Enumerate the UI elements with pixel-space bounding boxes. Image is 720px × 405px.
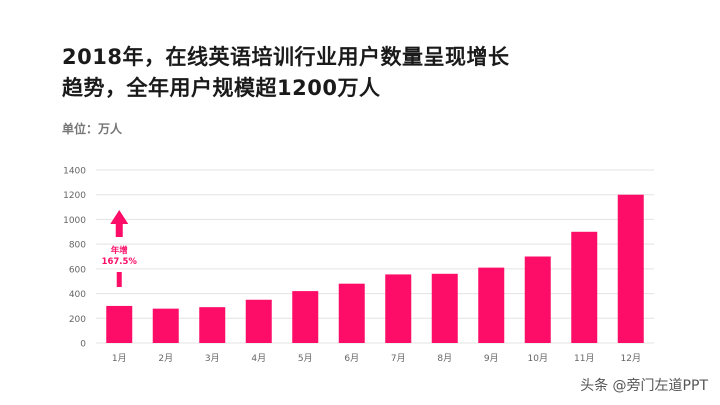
- x-tick-label: 11月: [574, 353, 594, 364]
- x-tick-label: 9月: [484, 353, 499, 364]
- arrow-up-icon: [110, 210, 129, 224]
- bar: [245, 299, 272, 343]
- x-tick-label: 1月: [112, 353, 127, 364]
- arrow-shaft: [115, 223, 123, 237]
- x-tick-label: 4月: [251, 353, 266, 364]
- x-tick-label: 7月: [391, 353, 406, 364]
- unit-label: 单位：万人: [62, 122, 123, 136]
- x-tick-label: 6月: [344, 353, 359, 364]
- bar: [292, 291, 319, 343]
- x-tick-label: 8月: [437, 353, 452, 364]
- bar: [106, 305, 133, 343]
- y-tick-label: 1400: [63, 167, 86, 177]
- annotation-stem: [116, 272, 122, 287]
- x-tick-label: 3月: [205, 353, 220, 364]
- chart-title: 2018年，在线英语培训行业用户数量呈现增长 趋势，全年用户规模超1200万人: [62, 42, 509, 104]
- annotation-label-line-2: 167.5%: [102, 257, 138, 267]
- bar: [338, 283, 365, 343]
- y-tick-label: 0: [80, 340, 86, 350]
- bar: [431, 273, 458, 343]
- bar: [199, 307, 226, 343]
- bar: [478, 267, 505, 343]
- bar: [617, 194, 644, 343]
- bar: [385, 274, 412, 343]
- title-line-1: 2018年，在线英语培训行业用户数量呈现增长: [62, 45, 510, 69]
- y-tick-label: 1200: [63, 191, 86, 201]
- x-tick-label: 5月: [298, 353, 313, 364]
- y-tick-label: 600: [69, 265, 86, 275]
- y-tick-label: 200: [69, 315, 86, 325]
- x-tick-label: 2月: [158, 353, 173, 364]
- bar: [571, 231, 598, 343]
- watermark: 头条 @旁门左道PPT: [580, 378, 708, 394]
- annotation-label-line-1: 年增: [111, 245, 128, 256]
- bar: [524, 256, 551, 343]
- x-tick-label: 12月: [621, 353, 641, 364]
- y-tick-label: 400: [69, 290, 86, 300]
- bar: [152, 308, 179, 343]
- title-line-2: 趋势，全年用户规模超1200万人: [62, 76, 381, 100]
- y-tick-label: 800: [69, 241, 86, 251]
- y-tick-label: 1000: [63, 216, 86, 226]
- x-tick-label: 10月: [528, 353, 548, 364]
